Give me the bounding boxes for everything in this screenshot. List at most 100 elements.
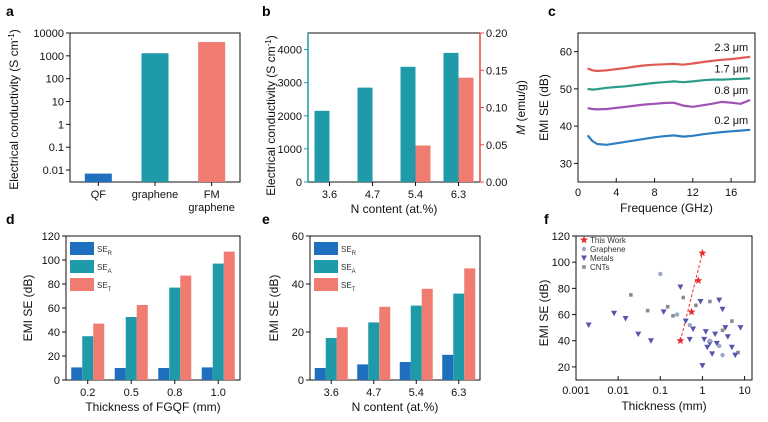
panel-f-point-tri bbox=[622, 315, 629, 322]
panel-a-bar bbox=[84, 173, 112, 182]
panel-d-ytick-label: 0 bbox=[54, 375, 60, 387]
panel-d-bar-A bbox=[169, 287, 181, 380]
panel-e-ytick-label: 0 bbox=[298, 375, 304, 387]
panel-e-bar-R bbox=[314, 368, 326, 380]
panel-c-curve bbox=[586, 128, 751, 146]
panel-f-point-sq bbox=[730, 319, 734, 323]
panel-f-point-star bbox=[676, 336, 685, 345]
panel-d-ytick-label: 100 bbox=[42, 255, 60, 267]
panel-d-ytick-label: 20 bbox=[48, 351, 60, 363]
panel-f-point-tri bbox=[647, 338, 654, 344]
panel-c-xtick-label: 8 bbox=[651, 187, 657, 199]
panel-e-legend-swatch bbox=[314, 278, 338, 291]
panel-f-point-sq bbox=[736, 350, 740, 355]
panel-f-xlabel: Thickness (mm) bbox=[621, 399, 706, 413]
panel-d-bar-T bbox=[223, 251, 235, 380]
panel-f-ylabel: EMI SE (dB) bbox=[537, 280, 551, 347]
panel-f-point-sq bbox=[665, 304, 670, 309]
panel-b-xtick-label: 4.7 bbox=[365, 189, 380, 201]
panel-e-legend-swatch bbox=[314, 260, 338, 273]
panel-f-point-dot bbox=[720, 352, 725, 358]
panel-f-point-sq bbox=[720, 328, 725, 333]
panel-d-bar-R bbox=[114, 368, 126, 380]
panel-b-bar-magnetization bbox=[458, 77, 474, 182]
panel-b-bar-conductivity bbox=[357, 87, 373, 182]
panel-f-legend-label: Metals bbox=[590, 254, 614, 263]
panel-a-ytick-label: 10000 bbox=[33, 28, 64, 40]
panel-e-bar-A bbox=[410, 305, 422, 380]
panel-f-trend-line bbox=[679, 252, 703, 341]
panel-e-legend-label: SET bbox=[341, 281, 356, 293]
panel-a-ytick-label: 100 bbox=[46, 74, 64, 86]
panel-c-xtick-label: 12 bbox=[687, 187, 699, 199]
panel-f-point-sq bbox=[629, 293, 633, 297]
panel-c-curve bbox=[587, 55, 751, 73]
panel-d-bar-T bbox=[93, 323, 105, 380]
panel-d-legend-swatch bbox=[70, 278, 94, 291]
panel-e-ylabel: EMI SE (dB) bbox=[267, 275, 281, 342]
panel-f-ytick-label: 120 bbox=[552, 231, 570, 243]
panel-c-series-label: 1.7 μm bbox=[714, 63, 748, 75]
panel-e-legend-label: SER bbox=[341, 245, 357, 257]
panel-c-xtick-label: 4 bbox=[613, 187, 619, 199]
panel-a-ytick-label: 1000 bbox=[40, 51, 64, 63]
panel-c-series-label: 0.8 μm bbox=[714, 85, 748, 97]
panel-b-bar-conductivity bbox=[314, 110, 330, 182]
panel-f-xtick-label: 0.001 bbox=[562, 385, 590, 397]
panel-a-xtick-label: graphene bbox=[188, 202, 235, 214]
panel-e-bar-A bbox=[368, 322, 380, 380]
panel-d-bar-R bbox=[201, 367, 213, 380]
panel-f-point-tri bbox=[732, 352, 739, 359]
panel-f-legend-marker bbox=[580, 235, 588, 244]
panel-e-ytick-label: 40 bbox=[292, 279, 304, 291]
panel-b-y2tick-label: 0.05 bbox=[486, 140, 507, 152]
panel-d-legend-label: SEA bbox=[97, 263, 112, 275]
panel-d-bar-A bbox=[125, 317, 137, 380]
panel-b-ytick-label: 1000 bbox=[278, 144, 302, 156]
panel-a-ylabel: Electrical conductivity (S cm-1) bbox=[7, 29, 22, 190]
panel-d-bar-T bbox=[136, 305, 148, 380]
panel-b-y2label: M (emu/g) bbox=[514, 80, 528, 135]
panel-f-point-tri bbox=[722, 325, 729, 331]
panel-b-ytick-label: 4000 bbox=[278, 45, 302, 57]
panel-e-bar-R bbox=[357, 364, 369, 380]
panel-label-d: d bbox=[6, 211, 15, 227]
panel-d-xtick-label: 0.5 bbox=[124, 387, 139, 399]
panel-f-point-dot bbox=[717, 343, 722, 349]
panel-d-legend-swatch bbox=[70, 260, 94, 273]
panel-f-point-tri bbox=[585, 322, 592, 329]
panel-d-ylabel: EMI SE (dB) bbox=[21, 275, 35, 342]
panel-f-point-tri bbox=[677, 284, 684, 291]
panel-f-point-tri bbox=[690, 326, 697, 332]
panel-e-bar-A bbox=[453, 293, 465, 380]
panel-f-point-dot bbox=[687, 322, 692, 328]
panel-e-xlabel: N content (at.%) bbox=[352, 400, 439, 414]
panel-d-legend-label: SET bbox=[97, 281, 112, 293]
panel-d-xtick-label: 0.2 bbox=[80, 387, 95, 399]
panel-e-frame bbox=[309, 235, 481, 381]
panel-f-ytick-label: 60 bbox=[558, 310, 570, 322]
panel-f-point-sq bbox=[694, 303, 698, 308]
panel-d-ytick-label: 80 bbox=[48, 279, 60, 291]
panel-d-ytick-label: 40 bbox=[48, 327, 60, 339]
panel-f-point-tri bbox=[704, 344, 711, 351]
panel-f-ytick-label: 20 bbox=[558, 362, 570, 374]
panel-f-ytick-label: 100 bbox=[552, 257, 570, 269]
panel-f-point-sq bbox=[671, 314, 675, 318]
panel-b-ytick-label: 3000 bbox=[278, 78, 302, 90]
panel-f-legend-label: This Work bbox=[590, 236, 627, 245]
panel-d-ytick-label: 120 bbox=[42, 231, 60, 243]
panel-f-point-tri bbox=[660, 309, 667, 315]
panel-f-legend-marker bbox=[582, 265, 586, 269]
panel-f-point-sq bbox=[681, 295, 686, 300]
panel-c-frame bbox=[577, 32, 756, 183]
panel-a-xtick-label: QF bbox=[91, 189, 107, 201]
panel-d-ytick-label: 60 bbox=[48, 303, 60, 315]
panel-c-ytick-label: 50 bbox=[560, 84, 572, 96]
panel-f-point-dot bbox=[707, 338, 713, 343]
panel-d-legend-swatch bbox=[70, 242, 94, 255]
panel-d-bar-R bbox=[158, 368, 170, 380]
panel-f-xtick-label: 0.1 bbox=[653, 385, 668, 397]
panel-d-bar-T bbox=[180, 275, 192, 380]
